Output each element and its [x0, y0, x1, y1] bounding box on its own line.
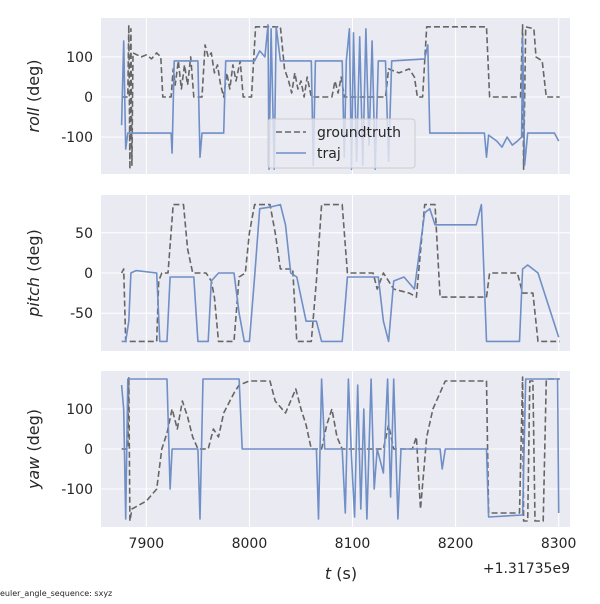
footnote: euler_angle_sequence: sxyz — [0, 589, 113, 598]
y-tick-label: 50 — [75, 226, 93, 242]
x-axis-label: t (s) — [325, 564, 357, 583]
y-tick-label: 100 — [66, 402, 93, 418]
x-tick-label: 8200 — [438, 536, 474, 552]
x-tick-label: 8100 — [335, 536, 371, 552]
y-tick-label: 0 — [84, 442, 93, 458]
x-tick-label: 8300 — [541, 536, 577, 552]
groundtruth-line — [121, 24, 560, 170]
traj-line — [121, 203, 560, 343]
subplot-yaw: 7900 8000 8100 8200 8300 -100 0 100 yaw (deg) — [24, 371, 576, 552]
subplot-pitch: -50 0 50 pitch (deg) — [24, 195, 570, 351]
y-tick-label: 0 — [84, 266, 93, 282]
y-tick-label: 100 — [66, 50, 93, 66]
groundtruth-line — [120, 203, 560, 343]
legend: groundtruth traj — [267, 118, 416, 169]
legend-label-traj: traj — [317, 146, 341, 162]
y-axis-label: yaw (deg) — [24, 409, 43, 490]
x-tick-label: 7900 — [129, 536, 165, 552]
y-tick-label: -100 — [61, 482, 93, 498]
y-tick-label: -50 — [70, 306, 93, 322]
legend-label-groundtruth: groundtruth — [317, 125, 401, 141]
y-axis-label: roll (deg) — [24, 60, 43, 133]
traj-line — [120, 378, 560, 520]
groundtruth-line — [121, 376, 560, 522]
x-offset-label: +1.31735e9 — [483, 561, 570, 577]
y-tick-label: 0 — [84, 90, 93, 106]
y-axis-label: pitch (deg) — [24, 229, 43, 318]
y-tick-label: -100 — [61, 130, 93, 146]
x-tick-label: 8000 — [232, 536, 268, 552]
traj-line — [120, 24, 560, 170]
